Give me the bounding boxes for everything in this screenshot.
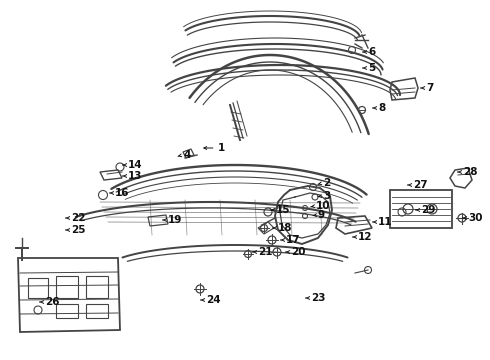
Text: 10: 10 bbox=[316, 201, 330, 211]
Text: 27: 27 bbox=[413, 180, 428, 190]
Text: 2: 2 bbox=[323, 178, 330, 188]
Text: 7: 7 bbox=[426, 83, 433, 93]
Text: 20: 20 bbox=[291, 247, 305, 257]
Text: 6: 6 bbox=[368, 47, 375, 57]
Text: 13: 13 bbox=[128, 171, 143, 181]
Text: 25: 25 bbox=[71, 225, 85, 235]
Text: 1: 1 bbox=[218, 143, 225, 153]
Text: 12: 12 bbox=[358, 232, 372, 242]
Text: 9: 9 bbox=[318, 210, 325, 220]
Bar bbox=[86, 276, 108, 298]
Text: 23: 23 bbox=[311, 293, 325, 303]
Bar bbox=[56, 304, 78, 318]
Text: 29: 29 bbox=[421, 205, 436, 215]
Text: 22: 22 bbox=[71, 213, 85, 223]
Text: 24: 24 bbox=[206, 295, 220, 305]
Bar bbox=[86, 304, 108, 318]
Text: 16: 16 bbox=[115, 188, 129, 198]
Text: 15: 15 bbox=[276, 205, 291, 215]
Text: 30: 30 bbox=[468, 213, 483, 223]
Bar bbox=[390, 190, 452, 228]
Bar bbox=[56, 276, 78, 298]
Bar bbox=[28, 278, 48, 298]
Text: 18: 18 bbox=[278, 223, 293, 233]
Text: 8: 8 bbox=[378, 103, 385, 113]
Text: 5: 5 bbox=[368, 63, 375, 73]
Text: 19: 19 bbox=[168, 215, 182, 225]
Text: 3: 3 bbox=[323, 191, 330, 201]
Text: 21: 21 bbox=[258, 247, 272, 257]
Text: 26: 26 bbox=[45, 297, 59, 307]
Text: 4: 4 bbox=[183, 150, 191, 160]
Text: 11: 11 bbox=[378, 217, 392, 227]
Text: 14: 14 bbox=[128, 160, 143, 170]
Text: 28: 28 bbox=[463, 167, 477, 177]
Text: 17: 17 bbox=[286, 235, 301, 245]
